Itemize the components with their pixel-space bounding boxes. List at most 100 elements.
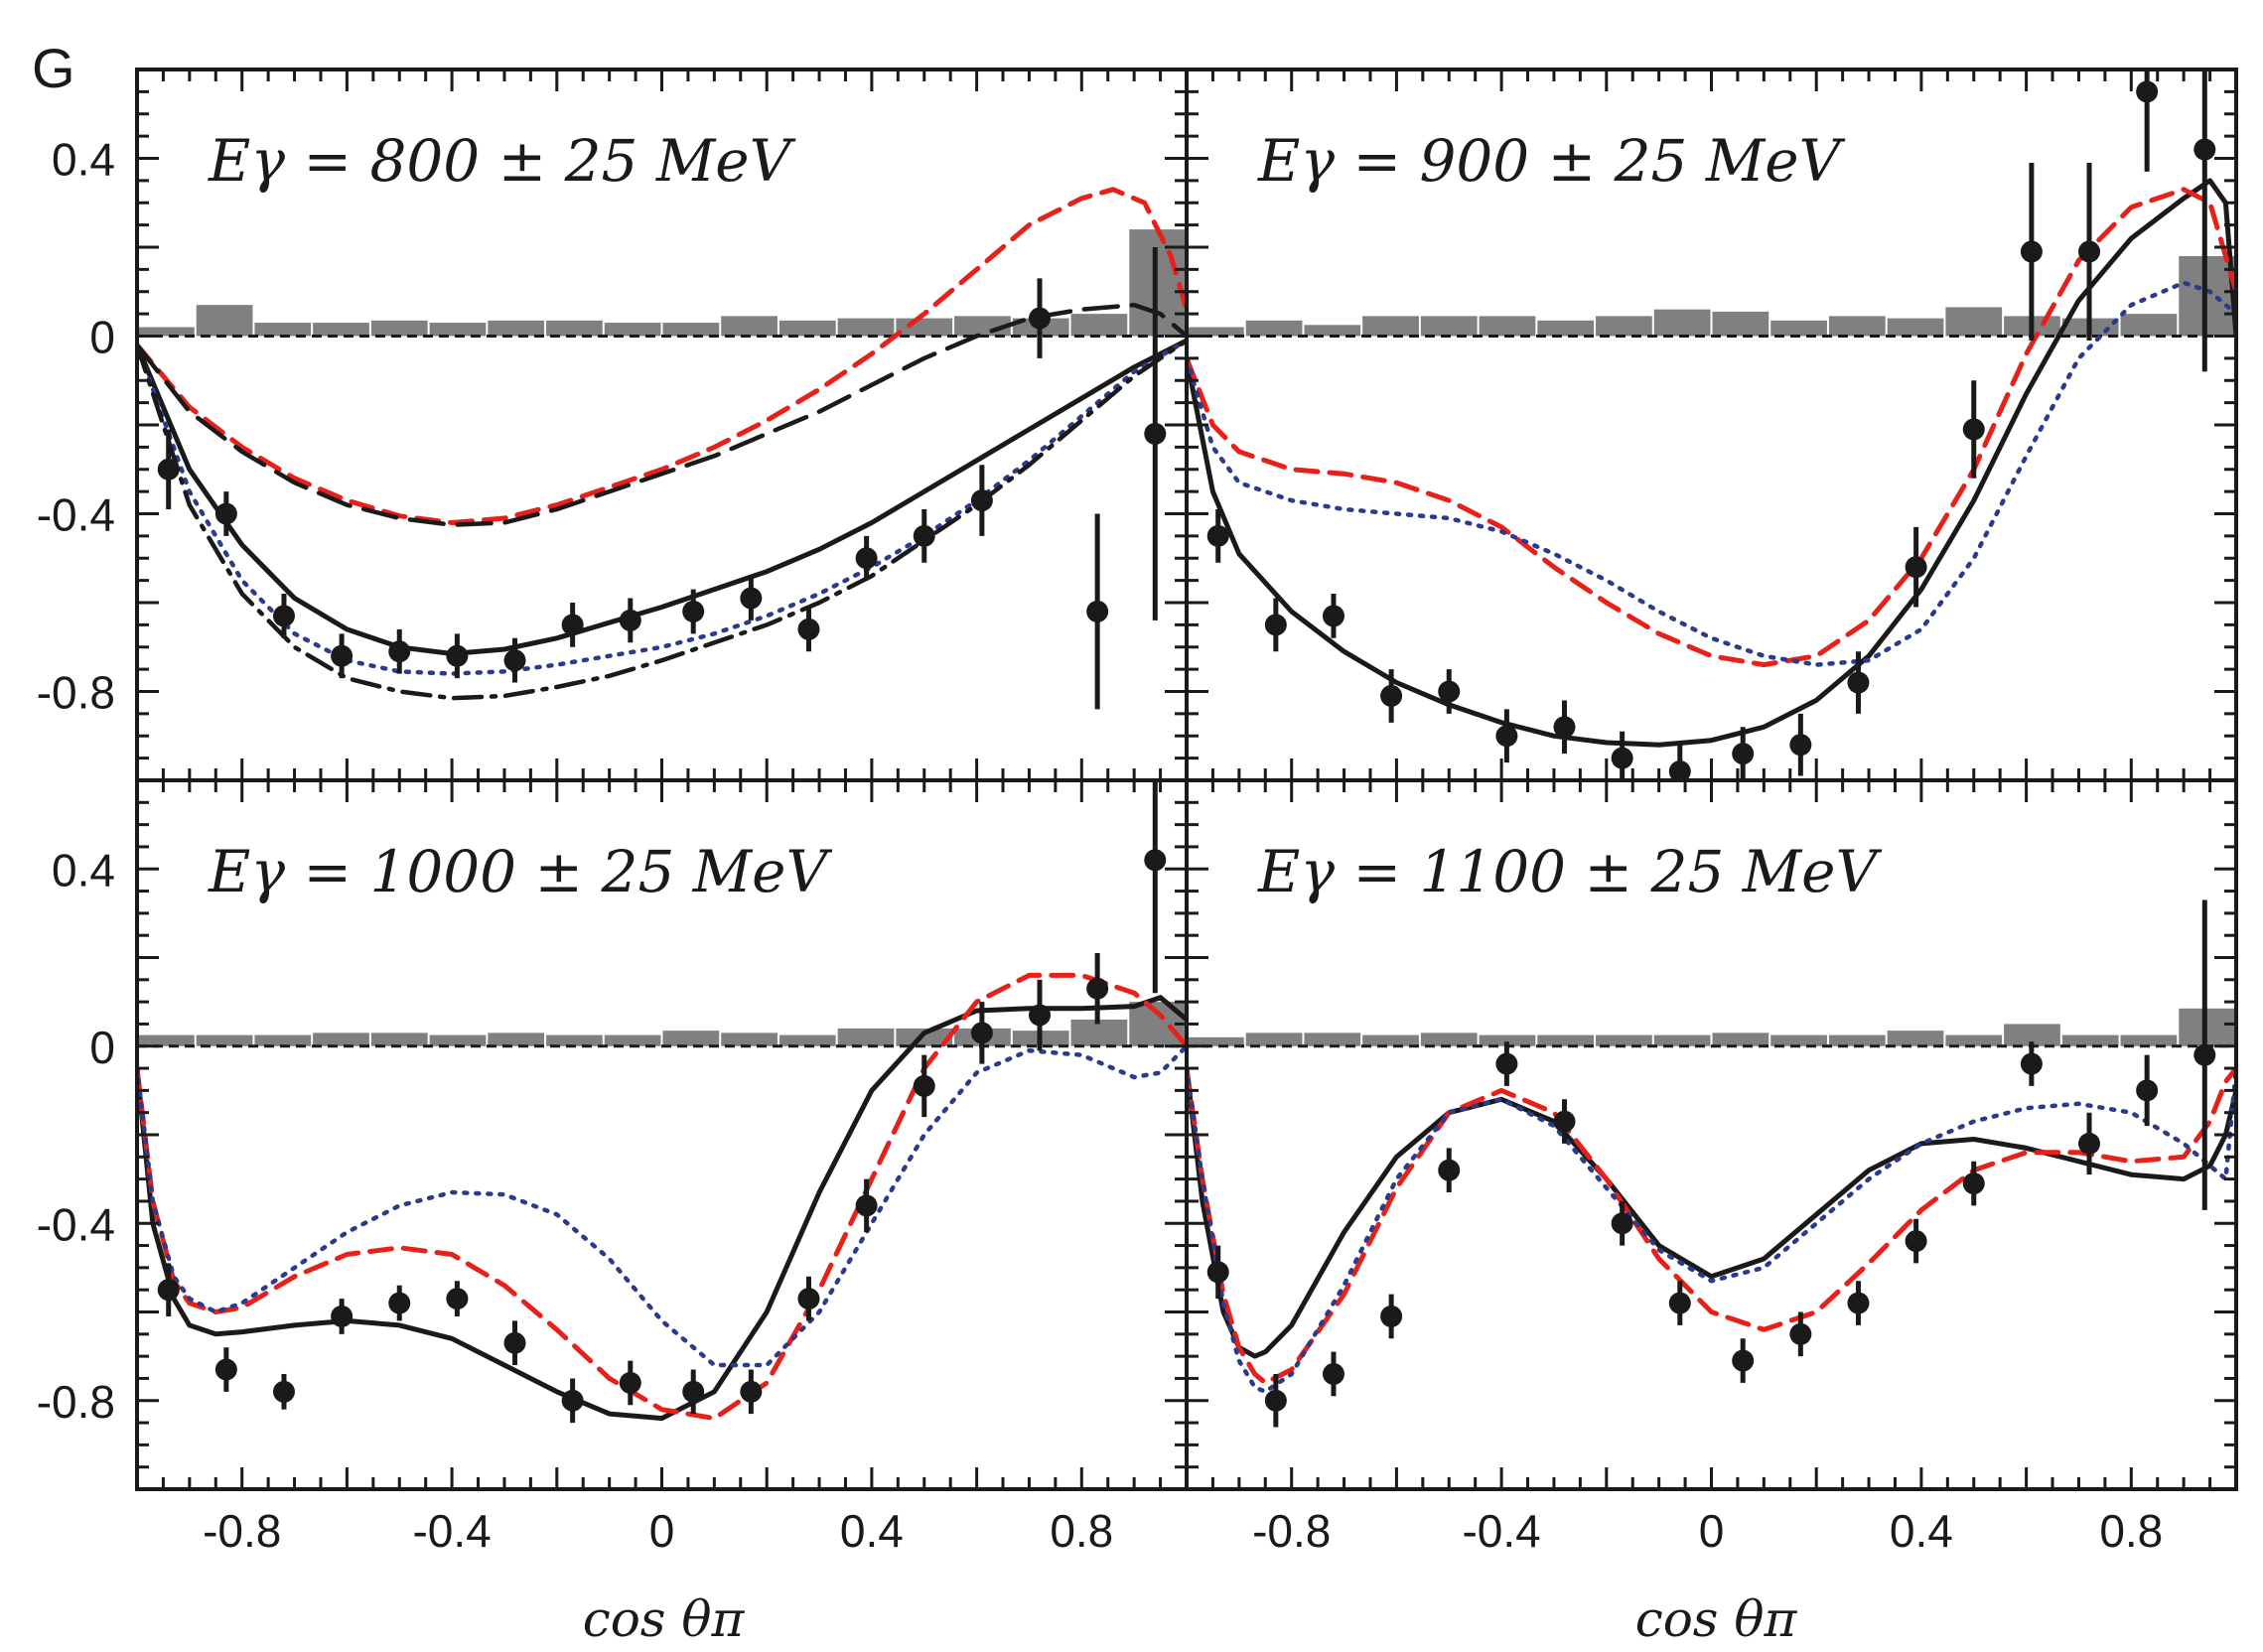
systematic-bar bbox=[1245, 1032, 1303, 1046]
systematic-bar bbox=[1887, 318, 1944, 337]
curve-dashdot bbox=[137, 338, 1187, 701]
panel-title: Eγ = 1000 ± 25 MeV bbox=[208, 838, 833, 905]
systematic-bar bbox=[488, 1032, 545, 1046]
data-point bbox=[1495, 1052, 1518, 1075]
data-points bbox=[1206, 899, 2216, 1428]
data-points bbox=[1206, 69, 2216, 780]
x-axis-label-right: cos θπ bbox=[1635, 1590, 1798, 1648]
data-point bbox=[1029, 1004, 1052, 1027]
systematic-bar bbox=[778, 320, 836, 337]
curve-solid bbox=[137, 338, 1187, 656]
data-point bbox=[1380, 1305, 1403, 1327]
systematic-bar bbox=[1770, 1034, 1827, 1046]
data-point bbox=[1732, 743, 1755, 765]
systematic-bar bbox=[2120, 1034, 2178, 1046]
systematic-bar bbox=[370, 320, 428, 337]
data-point bbox=[446, 644, 469, 667]
systematic-bar bbox=[1304, 1032, 1361, 1046]
data-point bbox=[446, 1288, 469, 1310]
data-point bbox=[561, 614, 584, 636]
systematic-bar bbox=[196, 305, 253, 337]
x-tick-label: 0 bbox=[649, 1505, 675, 1557]
curve-dotted bbox=[137, 338, 1187, 676]
systematic-bar bbox=[488, 320, 545, 337]
data-point bbox=[503, 1331, 526, 1354]
y-tick-label: -0.8 bbox=[37, 667, 115, 719]
x-tick-label: 0.4 bbox=[840, 1505, 904, 1557]
data-point bbox=[1380, 684, 1403, 707]
systematic-bar bbox=[196, 1034, 253, 1046]
systematic-bar bbox=[1479, 1034, 1536, 1046]
data-point bbox=[797, 1288, 820, 1310]
systematic-bar bbox=[2061, 1034, 2119, 1046]
data-point bbox=[1264, 1389, 1287, 1412]
systematic-bar bbox=[138, 1034, 195, 1046]
data-point bbox=[1086, 977, 1109, 1000]
systematic-bar bbox=[1828, 1034, 1886, 1046]
curve-red-dashed bbox=[137, 972, 1187, 1422]
systematic-bar bbox=[2120, 314, 2178, 337]
systematic-bar bbox=[721, 1032, 778, 1046]
data-point bbox=[157, 1279, 180, 1302]
data-point bbox=[1789, 1322, 1812, 1345]
data-point bbox=[1495, 725, 1518, 748]
x-tick-label: 0.4 bbox=[1890, 1505, 1953, 1557]
panel-title: Eγ = 800 ± 25 MeV bbox=[208, 127, 796, 195]
data-point bbox=[2136, 80, 2159, 103]
systematic-bar bbox=[778, 1034, 836, 1046]
x-tick-label: 0.8 bbox=[1050, 1505, 1113, 1557]
systematic-bar bbox=[1188, 1036, 1244, 1046]
x-tick-label: 0.8 bbox=[2099, 1505, 2163, 1557]
data-point bbox=[970, 489, 993, 512]
data-point bbox=[1322, 1362, 1344, 1385]
model-curves bbox=[1187, 178, 2236, 748]
systematic-bar bbox=[254, 323, 312, 337]
systematic-bar bbox=[1596, 316, 1652, 337]
systematic-bar bbox=[1712, 311, 1769, 337]
data-point bbox=[619, 1371, 641, 1394]
model-curves bbox=[1187, 1065, 2236, 1395]
data-point bbox=[214, 502, 237, 525]
data-point bbox=[561, 1389, 584, 1412]
data-point bbox=[682, 600, 705, 622]
data-point bbox=[913, 1074, 935, 1097]
systematic-bar bbox=[1945, 307, 2003, 337]
data-point bbox=[1789, 734, 1812, 757]
data-point bbox=[1144, 849, 1167, 872]
systematic-bar bbox=[546, 1034, 603, 1046]
systematic-bar bbox=[1420, 1032, 1478, 1046]
data-point bbox=[1144, 422, 1167, 445]
data-point bbox=[1962, 418, 1985, 441]
x-tick-label: -0.8 bbox=[1252, 1505, 1331, 1557]
systematic-bar bbox=[138, 327, 195, 337]
systematic-bar bbox=[1653, 1034, 1711, 1046]
systematic-bar bbox=[896, 318, 953, 337]
data-point bbox=[855, 547, 878, 570]
panel-title: Eγ = 1100 ± 25 MeV bbox=[1257, 838, 1883, 905]
data-point bbox=[388, 640, 411, 663]
systematic-bar bbox=[837, 318, 895, 337]
data-point bbox=[1668, 1292, 1691, 1314]
systematic-bar bbox=[1887, 1031, 1944, 1046]
curve-solid bbox=[1187, 1065, 2236, 1359]
y-tick-label: 0.4 bbox=[52, 844, 115, 895]
y-tick-label: -0.4 bbox=[37, 489, 115, 541]
systematic-bar bbox=[429, 323, 487, 337]
systematic-bar bbox=[721, 316, 778, 337]
data-point bbox=[1847, 671, 1870, 694]
systematic-bar bbox=[896, 1028, 953, 1046]
y-tick-label: 0 bbox=[89, 312, 115, 363]
x-axis-label-left: cos θπ bbox=[583, 1590, 746, 1648]
data-point bbox=[272, 1380, 295, 1403]
data-point bbox=[2193, 138, 2216, 161]
data-point bbox=[331, 1305, 354, 1327]
panel-bottom-left: 0.4 0 -0.4 -0.8 -0.8 -0.4 0 0.4 0.8 Eγ = 1000 ± 2… bbox=[37, 778, 1189, 1557]
y-tick-label: -0.8 bbox=[37, 1376, 115, 1428]
systematic-bar bbox=[1537, 320, 1595, 337]
curve-solid bbox=[1187, 178, 2236, 748]
figure-label: G bbox=[32, 37, 75, 99]
systematic-bar bbox=[837, 1028, 895, 1046]
curve-red-dashed bbox=[1187, 1065, 2236, 1386]
systematic-bar bbox=[1420, 316, 1478, 337]
